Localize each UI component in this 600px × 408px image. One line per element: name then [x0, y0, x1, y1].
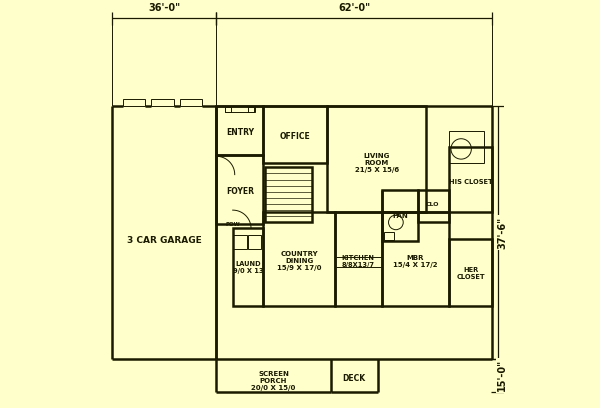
Bar [217, 106, 263, 155]
Text: 15'-0": 15'-0" [497, 359, 507, 391]
Text: FOYER: FOYER [226, 187, 254, 196]
Text: OFFICE: OFFICE [280, 132, 310, 141]
Bar [418, 190, 449, 222]
Text: COUNTRY
DINING
15/9 X 17/0: COUNTRY DINING 15/9 X 17/0 [277, 251, 322, 271]
Bar [218, 107, 491, 358]
Bar [263, 106, 326, 163]
Bar [263, 212, 335, 306]
Text: 62'-0": 62'-0" [338, 3, 370, 13]
Text: CLO: CLO [426, 202, 439, 206]
Text: SCREEN
PORCH
20/0 X 15/0: SCREEN PORCH 20/0 X 15/0 [251, 371, 296, 392]
Bar [265, 167, 312, 222]
Bar [449, 147, 492, 212]
Bar [225, 107, 231, 112]
Text: LIVING
ROOM
21/5 X 15/6: LIVING ROOM 21/5 X 15/6 [355, 153, 399, 173]
Text: LAUND
9/0 X 13: LAUND 9/0 X 13 [233, 261, 263, 274]
Text: ENTRY: ENTRY [226, 128, 254, 137]
Text: MBR
15/4 X 17/2: MBR 15/4 X 17/2 [393, 255, 438, 268]
Text: 3 CAR GARAGE: 3 CAR GARAGE [127, 236, 202, 245]
Text: HIS CLOSET: HIS CLOSET [449, 179, 493, 184]
Bar [335, 212, 382, 306]
Bar [382, 212, 449, 306]
Text: 36'-0": 36'-0" [148, 3, 181, 13]
Bar [224, 106, 255, 112]
Text: DECK: DECK [343, 374, 366, 383]
Bar [326, 106, 427, 212]
Text: HER
CLOSET: HER CLOSET [456, 267, 485, 280]
Bar [151, 99, 173, 106]
Bar [449, 131, 484, 163]
Bar [383, 232, 394, 240]
Text: 37'-6": 37'-6" [497, 217, 507, 248]
Bar [179, 99, 202, 106]
Bar [449, 239, 492, 306]
Bar [217, 359, 331, 392]
Bar [331, 359, 377, 392]
Bar [382, 190, 418, 241]
Text: PAN: PAN [392, 213, 408, 219]
Text: KITCHEN
8/8X13/7: KITCHEN 8/8X13/7 [342, 255, 375, 268]
Bar [217, 155, 263, 224]
Bar [248, 107, 254, 112]
Bar [122, 99, 145, 106]
Bar [113, 107, 215, 358]
Text: POW: POW [226, 222, 240, 227]
Bar [233, 228, 263, 306]
Bar [233, 235, 247, 249]
Bar [248, 235, 261, 249]
